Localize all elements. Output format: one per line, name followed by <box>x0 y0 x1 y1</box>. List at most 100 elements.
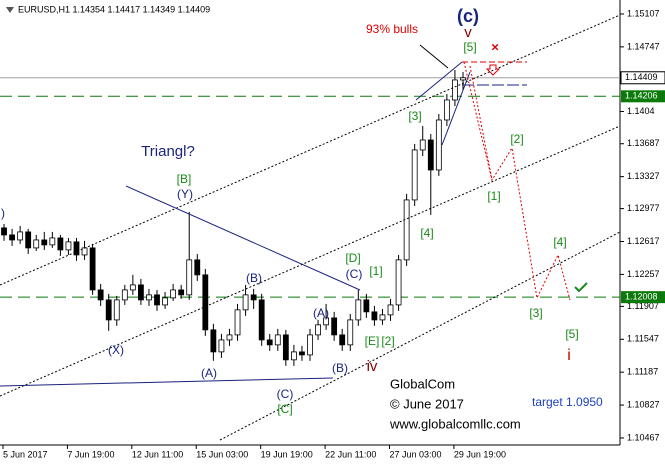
candle-body <box>274 334 281 346</box>
candle-body <box>427 139 434 171</box>
annotation: (B) <box>332 361 348 375</box>
candle-body <box>57 237 64 251</box>
y-tick-label: 1.13687 <box>627 138 660 148</box>
annotation: (C) <box>346 267 363 281</box>
candle-body <box>347 319 354 346</box>
y-tick-label: 1.11907 <box>627 301 659 311</box>
x-tick-label: 19 Jun 19:00 <box>261 449 313 459</box>
annotation: [E] <box>365 334 380 348</box>
candle-body <box>25 231 32 249</box>
candle-body <box>186 259 193 296</box>
candle-body <box>162 297 168 306</box>
channel-line <box>0 14 621 286</box>
candle-body <box>49 237 56 246</box>
x-tick-label: 27 Jun 03:00 <box>389 449 441 459</box>
candle-body <box>355 299 362 321</box>
y-tick-label: 1.12617 <box>627 236 660 246</box>
candle-body <box>452 79 458 101</box>
wedge-line <box>441 71 471 146</box>
annotation: www.globalcomllc.com <box>389 416 521 431</box>
annotation: [C] <box>277 402 292 416</box>
annotation: [1] <box>369 264 382 278</box>
candle-body <box>331 317 338 336</box>
annotation: [B] <box>177 172 192 186</box>
annotation: (X) <box>108 343 124 357</box>
candle-body <box>81 247 88 256</box>
candle-body <box>315 324 321 336</box>
annotation: Triangl? <box>141 143 195 160</box>
x-tick-label: 7 Jun 19:00 <box>67 449 114 459</box>
x-tick-label: 15 Jun 03:00 <box>196 449 248 459</box>
candle-body <box>395 259 402 306</box>
candle-body <box>129 284 136 291</box>
candle-body <box>1 227 7 236</box>
candle-body <box>435 119 442 171</box>
candle-body <box>234 309 241 336</box>
annotation: 93% bulls <box>366 22 418 36</box>
annotation: [D] <box>345 251 360 265</box>
candle-body <box>89 247 96 291</box>
candle-body <box>17 231 24 241</box>
channel-line <box>219 231 621 441</box>
pointer-line <box>419 44 449 69</box>
candle-body <box>113 299 120 321</box>
candle-body <box>387 304 394 316</box>
annotation: ) <box>1 206 5 220</box>
annotation: [2] <box>381 334 394 348</box>
y-tick-label: 1.10467 <box>627 432 660 442</box>
arrow-icon <box>485 64 501 76</box>
y-tick-label: 1.12977 <box>627 203 660 213</box>
annotation: (Y) <box>177 187 193 201</box>
candle-body <box>282 334 289 361</box>
candle-body <box>290 351 297 361</box>
candle-body <box>73 241 80 256</box>
annotation: GlobalCom <box>390 376 455 391</box>
wedge-line <box>415 61 463 101</box>
cross-icon: × <box>491 39 499 54</box>
candle-body <box>194 259 201 276</box>
annotation: iv <box>367 358 378 375</box>
candle-body <box>97 289 104 301</box>
candle-body <box>307 334 313 356</box>
annotation: target 1.0950 <box>532 395 603 409</box>
y-tick-label: 1.1404 <box>627 106 655 116</box>
annotation: (A) <box>313 306 329 320</box>
y-tick-label: 1.14747 <box>627 41 660 51</box>
y-tick-label: 1.11547 <box>627 334 659 344</box>
level-label: 1.14206 <box>625 91 658 101</box>
candle-body <box>460 77 466 81</box>
candle-body <box>323 317 330 326</box>
candle-body <box>146 294 152 301</box>
annotation: (C) <box>277 387 294 401</box>
annotation: (B) <box>246 271 262 285</box>
x-tick-label: 12 Jun 11:00 <box>132 449 183 459</box>
candle-body <box>218 339 225 353</box>
channel-line <box>0 125 621 397</box>
chart-header: EURUSD,H1 1.14354 1.14417 1.14349 1.1440… <box>18 4 210 14</box>
candle-body <box>121 289 128 301</box>
candle-body <box>443 99 450 121</box>
candle-body <box>403 199 410 261</box>
candle-body <box>105 299 112 321</box>
menu-icon <box>6 7 14 13</box>
annotation: [4] <box>553 235 566 249</box>
annotation: [3] <box>408 109 421 123</box>
annotation: (c) <box>457 6 479 26</box>
candle-body <box>419 139 426 151</box>
forecast-path <box>469 65 493 181</box>
y-tick-label: 1.15107 <box>627 8 660 18</box>
candle-body <box>9 234 15 241</box>
annotation: i <box>567 347 571 364</box>
candle-body <box>41 239 48 246</box>
candle-body <box>411 149 418 201</box>
annotation: [5] <box>565 327 578 341</box>
candle-body <box>299 351 305 356</box>
candle-body <box>138 284 144 301</box>
candle-body <box>363 299 370 313</box>
candle-body <box>33 239 40 249</box>
drawing-objects: × <box>0 7 621 441</box>
annotation: v <box>464 24 472 41</box>
triangle-line <box>0 377 334 387</box>
forecast-path <box>463 61 571 301</box>
